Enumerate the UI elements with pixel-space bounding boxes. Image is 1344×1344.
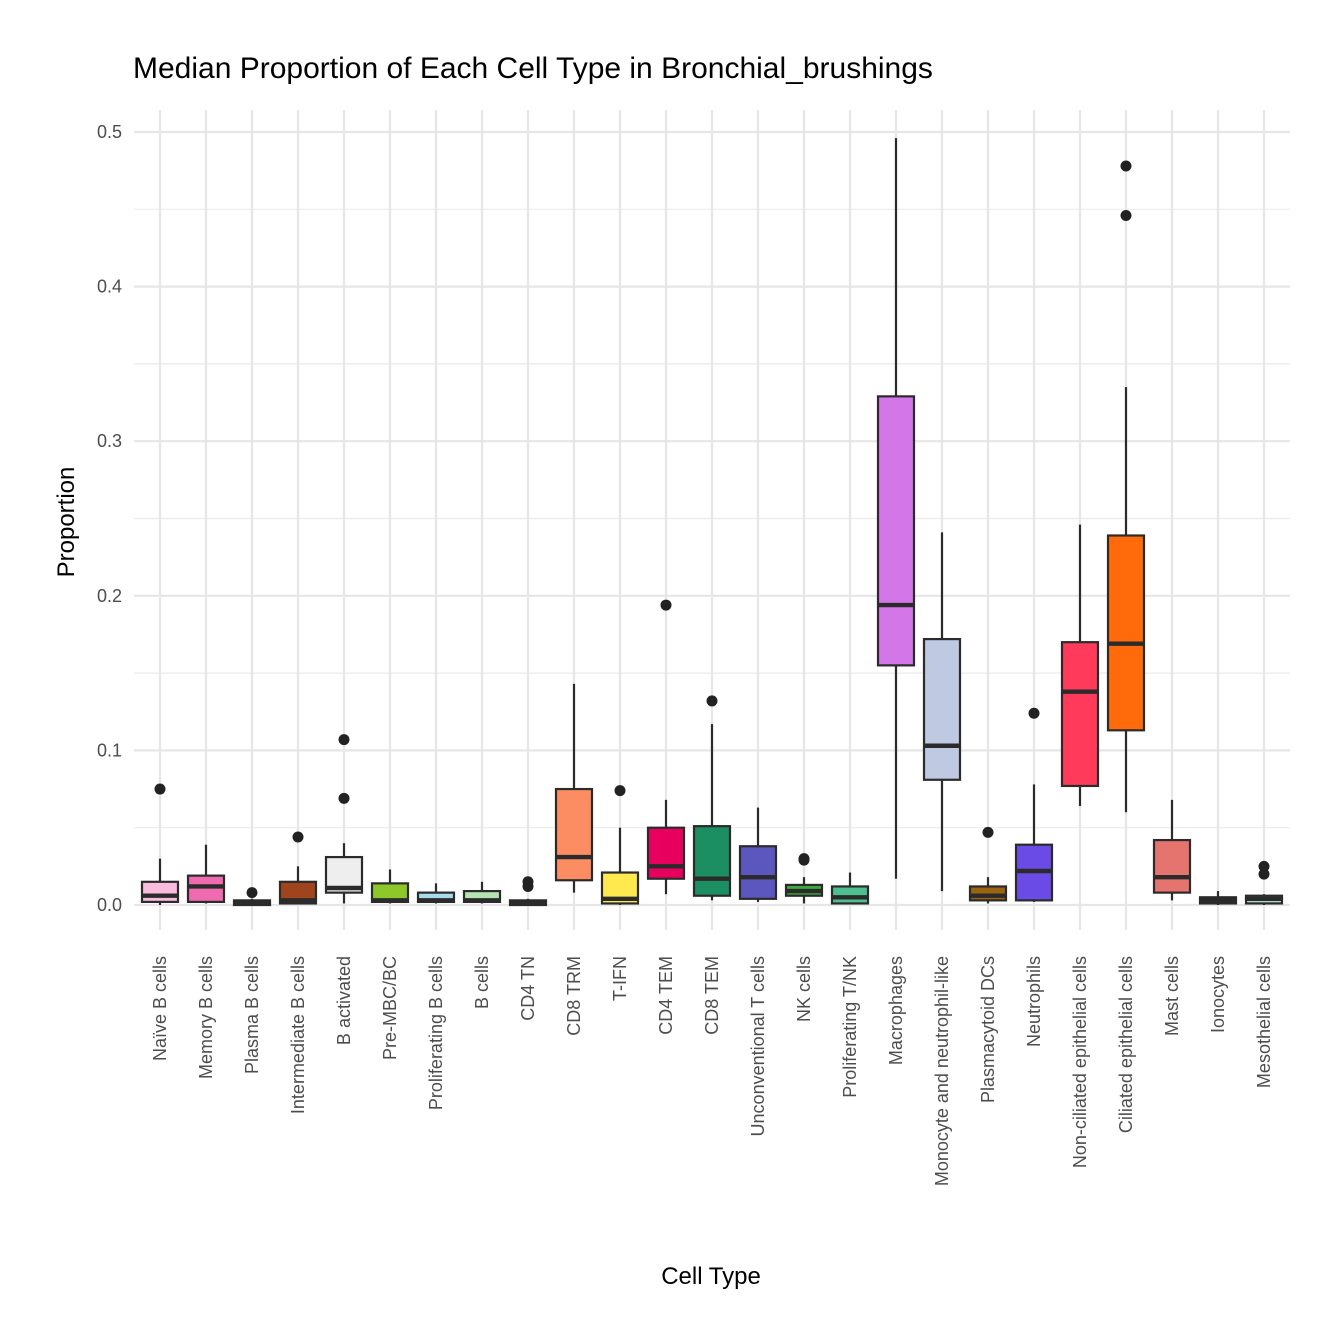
box-t-ifn [600,785,640,905]
box-body [692,825,732,897]
x-tick-label: Memory B cells [196,956,216,1079]
y-tick-label: 0.3 [97,431,122,451]
x-tick-label: T-IFN [610,956,630,1001]
x-tick-label: Plasma B cells [242,956,262,1074]
x-tick-label: CD4 TN [518,956,538,1021]
outlier-point [982,826,994,838]
box-body [876,395,916,667]
outlier-point [706,695,718,707]
x-tick-label: CD8 TEM [702,956,722,1035]
y-tick-label: 0.5 [97,122,122,142]
x-tick-label: Ionocytes [1208,956,1228,1033]
box-mesothelial-cells [1244,860,1284,905]
box-body [646,826,686,880]
x-tick-label: Macrophages [886,956,906,1065]
y-axis-title: Proportion [53,467,80,578]
box-cd8-tem [692,695,732,901]
outlier-point [1258,860,1270,872]
box-body [968,885,1008,902]
outlier-point [1120,160,1132,172]
box-body [554,787,594,882]
box-na-ve-b-cells [140,783,180,905]
box-cd4-tem [646,599,686,895]
box-body [140,880,180,904]
box-unconventional-t-cells [738,807,778,902]
box-body [1106,534,1146,732]
box-series [140,138,1284,907]
box-neutrophils [1014,707,1054,902]
y-tick-label: 0.4 [97,277,122,297]
y-tick-label: 0.0 [97,895,122,915]
box-plasma-b-cells [232,887,272,907]
x-tick-label: NK cells [794,956,814,1022]
x-tick-label: Ciliated epithelial cells [1116,956,1136,1133]
x-tick-label: B cells [472,956,492,1009]
box-memory-b-cells [186,844,226,904]
box-body [1060,641,1100,788]
box-body [278,880,318,905]
grid-lines [134,110,1290,930]
outlier-point [154,783,166,795]
box-non-ciliated-epithelial-cells [1060,524,1100,807]
y-axis-ticks: 0.0 0.1 0.2 0.3 0.4 0.5 [97,122,122,915]
box-proliferating-b-cells [416,883,456,904]
box-body [922,637,962,781]
x-tick-label: Pre-MBC/BC [380,956,400,1060]
y-tick-label: 0.1 [97,740,122,760]
box-b-activated [324,734,364,904]
box-ionocytes [1198,891,1238,905]
outlier-point [338,792,350,804]
x-tick-label: Proliferating B cells [426,956,446,1110]
box-body [830,885,870,905]
x-tick-label: Intermediate B cells [288,956,308,1114]
box-b-cells [462,881,502,904]
x-tick-label: B activated [334,956,354,1045]
box-ciliated-epithelial-cells [1106,160,1146,813]
x-tick-label: Plasmacytoid DCs [978,956,998,1103]
box-intermediate-b-cells [278,831,318,905]
box-monocyte-and-neutrophil-like [922,532,962,892]
outlier-point [1258,868,1270,880]
chart-title: Median Proportion of Each Cell Type in B… [133,52,933,85]
y-tick-label: 0.2 [97,586,122,606]
outlier-point [1028,707,1040,719]
box-body [1152,838,1192,894]
box-plasmacytoid-dcs [968,826,1008,904]
box-cd4-tn [508,876,548,907]
outlier-point [292,831,304,843]
x-tick-label: CD4 TEM [656,956,676,1035]
box-pre-mbc-bc [370,869,410,904]
box-mast-cells [1152,799,1192,901]
x-tick-label: Proliferating T/NK [840,956,860,1098]
box-proliferating-t-nk [830,872,870,905]
outlier-point [522,876,534,888]
x-axis-title: Cell Type [661,1263,761,1290]
outlier-point [614,785,626,797]
x-tick-label: Naïve B cells [150,956,170,1061]
x-tick-label: Unconventional T cells [748,956,768,1136]
outlier-point [660,599,672,611]
x-tick-label: CD8 TRM [564,956,584,1036]
box-body [738,845,778,900]
box-nk-cells [784,853,824,904]
x-tick-label: Monocyte and neutrophil-like [932,956,952,1186]
outlier-point [338,734,350,746]
x-tick-label: Neutrophils [1024,956,1044,1047]
x-tick-label: Non-ciliated epithelial cells [1070,956,1090,1168]
x-axis-ticks: Naïve B cells Memory B cells Plasma B cell… [150,956,1274,1186]
x-tick-label: Mast cells [1162,956,1182,1036]
box-body [186,874,226,904]
outlier-point [798,853,810,865]
box-macrophages [876,138,916,879]
outlier-point [246,887,258,899]
outlier-point [1120,209,1132,221]
box-cd8-trm [554,683,594,893]
x-tick-label: Mesothelial cells [1254,956,1274,1088]
